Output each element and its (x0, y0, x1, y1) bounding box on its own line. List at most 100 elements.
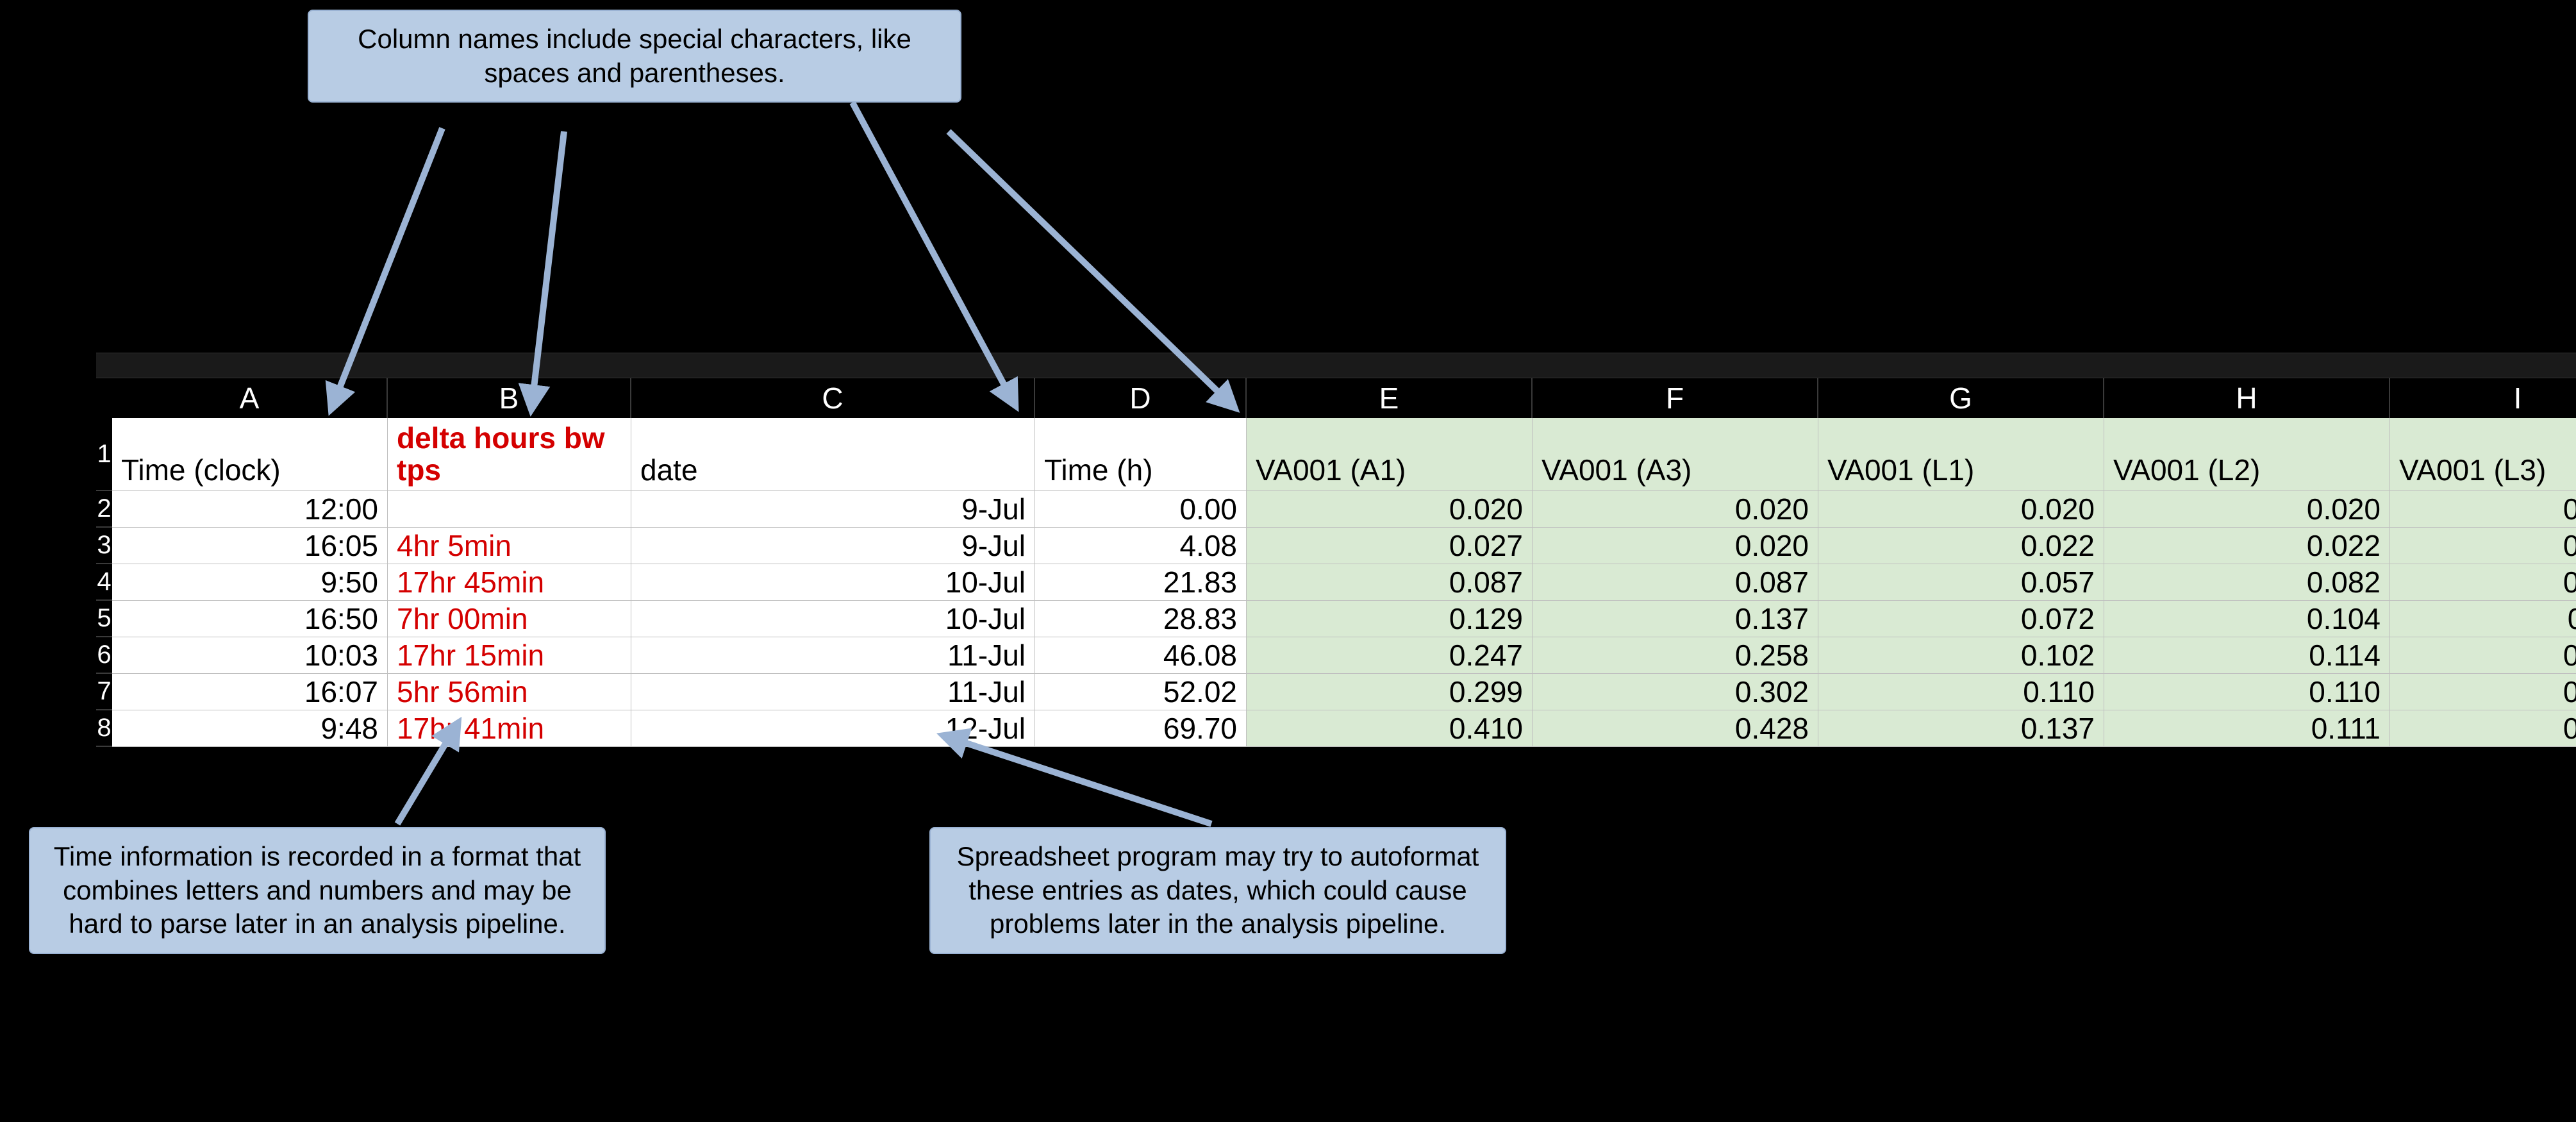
cell[interactable]: 11-Jul (631, 674, 1035, 710)
spreadsheet: ABCDEFGHI 1Time (clock)delta hours bw tp… (96, 353, 2576, 753)
cell[interactable]: 0.086 (2390, 564, 2576, 601)
cell[interactable]: 0.087 (1247, 564, 1533, 601)
cell[interactable]: 0.111 (2390, 601, 2576, 637)
row-number[interactable]: 2 (96, 491, 112, 528)
row-number[interactable]: 5 (96, 601, 112, 637)
cell[interactable]: 10-Jul (631, 564, 1035, 601)
cell[interactable]: 0.302 (1533, 674, 1818, 710)
cell[interactable]: 46.08 (1035, 637, 1247, 674)
cell[interactable]: 0.082 (2104, 564, 2390, 601)
cell[interactable] (388, 491, 631, 528)
column-letter[interactable]: B (388, 378, 631, 418)
cell[interactable]: 21.83 (1035, 564, 1247, 601)
cell[interactable]: 12:00 (112, 491, 388, 528)
column-letter[interactable]: G (1818, 378, 2104, 418)
row-number[interactable]: 6 (96, 637, 112, 674)
cell[interactable]: 0.020 (2104, 491, 2390, 528)
column-header-cell[interactable]: VA001 (A3) (1533, 418, 1818, 491)
cell[interactable]: 0.104 (2104, 601, 2390, 637)
cell[interactable]: 0.410 (1247, 710, 1533, 747)
column-header-label: VA001 (A3) (1541, 454, 1691, 487)
column-header-cell[interactable]: VA001 (L3) (2390, 418, 2576, 491)
table-header-row: 1Time (clock)delta hours bw tpsdate Time … (96, 418, 2576, 491)
cell[interactable]: 0.137 (1818, 710, 2104, 747)
cell[interactable]: 0.137 (1533, 601, 1818, 637)
table-row: 316:054hr 5min9-Jul4.080.0270.0200.0220.… (96, 528, 2576, 564)
callout-bottom-left: Time information is recorded in a format… (29, 827, 606, 954)
column-header-cell[interactable]: date (631, 418, 1035, 491)
cell[interactable]: 0.111 (2104, 710, 2390, 747)
cell[interactable]: 0.057 (1818, 564, 2104, 601)
cell[interactable]: 0.126 (2390, 674, 2576, 710)
row-number[interactable]: 1 (96, 418, 112, 491)
row-number[interactable]: 7 (96, 674, 112, 710)
cell[interactable]: 9:48 (112, 710, 388, 747)
cell[interactable]: 0.020 (1533, 491, 1818, 528)
cell[interactable]: 0.114 (2104, 637, 2390, 674)
cell[interactable]: 9:50 (112, 564, 388, 601)
cell[interactable]: 0.126 (2390, 637, 2576, 674)
cell[interactable]: 28.83 (1035, 601, 1247, 637)
cell[interactable]: 0.110 (2104, 674, 2390, 710)
column-header-cell[interactable]: VA001 (L1) (1818, 418, 2104, 491)
cell[interactable]: 16:50 (112, 601, 388, 637)
cell[interactable]: 17hr 15min (388, 637, 631, 674)
cell[interactable]: 69.70 (1035, 710, 1247, 747)
cell[interactable]: 0.299 (1247, 674, 1533, 710)
diagram-canvas: Column names include special characters,… (0, 0, 2576, 1122)
cell[interactable]: 4.08 (1035, 528, 1247, 564)
column-letter[interactable]: E (1247, 378, 1533, 418)
column-header-row: ABCDEFGHI (96, 378, 2576, 418)
cell[interactable]: 16:07 (112, 674, 388, 710)
cell[interactable]: 0.020 (1818, 491, 2104, 528)
column-letter[interactable]: D (1035, 378, 1247, 418)
column-letter[interactable]: I (2390, 378, 2576, 418)
cell[interactable]: 4hr 5min (388, 528, 631, 564)
cell[interactable]: 0.087 (1533, 564, 1818, 601)
column-header-cell[interactable]: Time (h) (1035, 418, 1247, 491)
cell[interactable]: 12-Jul (631, 710, 1035, 747)
row-number[interactable]: 3 (96, 528, 112, 564)
cell[interactable]: 52.02 (1035, 674, 1247, 710)
column-header-cell[interactable]: Time (clock) (112, 418, 388, 491)
cell[interactable]: 0.020 (2390, 491, 2576, 528)
cell[interactable]: 9-Jul (631, 491, 1035, 528)
cell[interactable]: 0.258 (1533, 637, 1818, 674)
callout-bottom-right: Spreadsheet program may try to autoforma… (929, 827, 1506, 954)
cell[interactable]: 0.022 (2104, 528, 2390, 564)
cell[interactable]: 9-Jul (631, 528, 1035, 564)
cell[interactable]: 0.022 (1818, 528, 2104, 564)
cell[interactable]: 10-Jul (631, 601, 1035, 637)
cell[interactable]: 0.428 (1533, 710, 1818, 747)
row-number[interactable]: 8 (96, 710, 112, 747)
column-header-cell[interactable]: VA001 (A1) (1247, 418, 1533, 491)
cell[interactable]: 0.00 (1035, 491, 1247, 528)
cell[interactable]: 0.129 (1247, 601, 1533, 637)
column-header-cell[interactable]: VA001 (L2) (2104, 418, 2390, 491)
cell[interactable]: 0.020 (1247, 491, 1533, 528)
cell[interactable]: 0.247 (1247, 637, 1533, 674)
cell[interactable]: 0.102 (1818, 637, 2104, 674)
cell[interactable]: 16:05 (112, 528, 388, 564)
column-header-label: VA001 (L1) (1827, 454, 1974, 487)
column-letter[interactable]: H (2104, 378, 2390, 418)
row-number[interactable]: 4 (96, 564, 112, 601)
column-letter[interactable]: C (631, 378, 1035, 418)
column-letter[interactable]: A (112, 378, 388, 418)
cell[interactable]: 17hr 41min (388, 710, 631, 747)
cell[interactable]: 0.110 (1818, 674, 2104, 710)
cell[interactable]: 0.020 (1533, 528, 1818, 564)
cell[interactable]: 0.027 (1247, 528, 1533, 564)
cell[interactable]: 0.027 (2390, 528, 2576, 564)
column-header-cell[interactable]: delta hours bw tps (388, 418, 631, 491)
cell[interactable]: 7hr 00min (388, 601, 631, 637)
cell[interactable]: 0.131 (2390, 710, 2576, 747)
column-letter[interactable]: F (1533, 378, 1818, 418)
table-row: 716:075hr 56min11-Jul52.020.2990.3020.11… (96, 674, 2576, 710)
cell[interactable]: 11-Jul (631, 637, 1035, 674)
cell[interactable]: 10:03 (112, 637, 388, 674)
column-header-label: Time (h) (1044, 454, 1153, 487)
cell[interactable]: 17hr 45min (388, 564, 631, 601)
cell[interactable]: 5hr 56min (388, 674, 631, 710)
cell[interactable]: 0.072 (1818, 601, 2104, 637)
